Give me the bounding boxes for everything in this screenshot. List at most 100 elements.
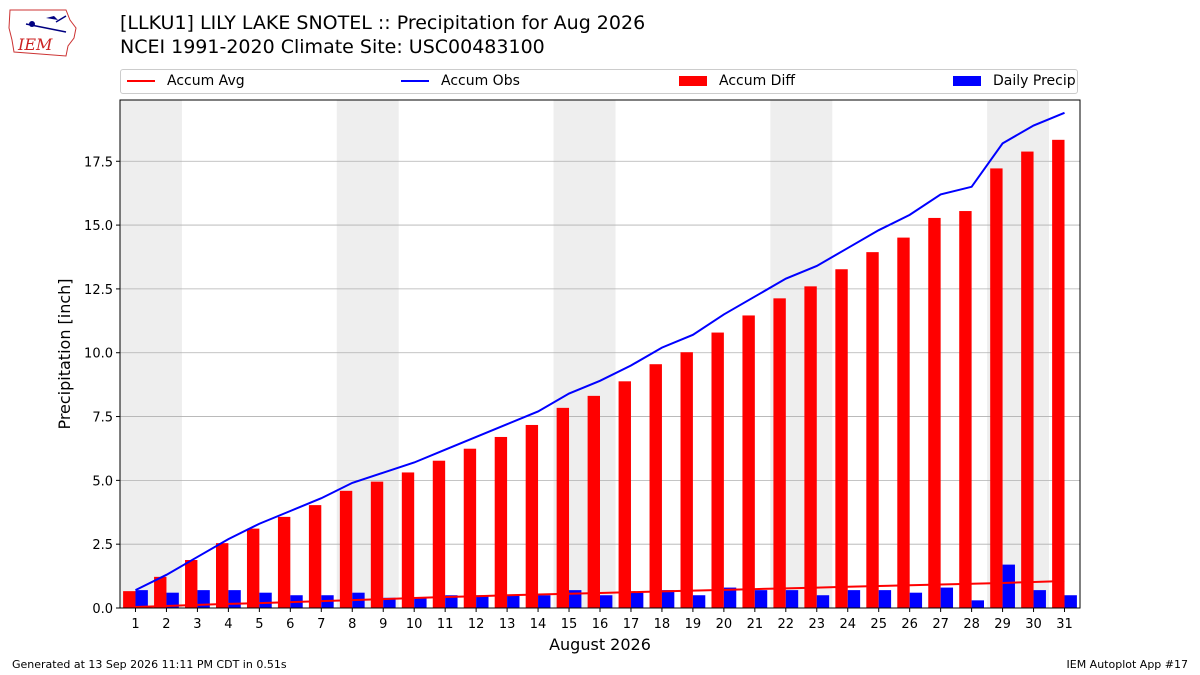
daily-precip-bar [538,595,551,608]
accum-diff-bar [649,364,662,608]
daily-precip-bar [878,590,892,608]
daily-precip-bar [630,592,644,608]
x-tick-label: 30 [1025,617,1042,632]
iem-logo: IEM [8,9,77,57]
chart-legend: Accum Avg Accum Obs Accum Diff Daily Pre… [120,69,1078,94]
accum-diff-bar [123,591,136,608]
accum-diff-bar [494,436,508,608]
plot-frame [119,99,1081,609]
daily-precip-bar [909,592,923,608]
x-tick-label: 15 [561,617,578,632]
accum-diff-bar [959,211,972,608]
y-axis-label: Precipitation [inch] [55,278,74,429]
daily-precip-bar [507,595,520,608]
chart-title: [LLKU1] LILY LAKE SNOTEL :: Precipitatio… [120,12,646,34]
daily-precip-bar [228,590,241,608]
accum-diff-bar [1052,139,1065,608]
daily-precip-bar [383,597,396,608]
x-tick-label: 18 [654,617,671,632]
accum-diff-bar [773,298,786,608]
x-tick-label: 1 [131,617,139,632]
accum-diff-bar [835,269,848,608]
weekend-shade-0 [120,100,182,608]
x-tick-label: 3 [193,617,201,632]
legend-swatch-accum-avg [127,80,155,82]
x-tick-label: 12 [468,617,485,632]
x-tick-label: 7 [317,617,325,632]
x-tick-label: 5 [255,617,263,632]
accum-diff-bar [185,560,198,608]
x-tick-label: 29 [994,617,1011,632]
daily-precip-bar [135,590,148,608]
x-tick-label: 14 [530,617,547,632]
daily-precip-bar [1064,595,1077,608]
x-tick-label: 11 [437,617,454,632]
daily-precip-bar [197,590,210,608]
accum-diff-bar [928,217,941,608]
legend-item-daily-precip: Daily Precip [953,73,1076,89]
y-tick-label: 12.5 [84,283,113,298]
x-tick-label: 26 [901,617,918,632]
x-tick-label: 8 [348,617,356,632]
accum-diff-bar [308,505,322,608]
y-tick-label: 15.0 [84,219,113,234]
iowa-state-outline-icon [8,9,77,57]
x-tick-label: 10 [406,617,423,632]
x-tick-label: 16 [592,617,609,632]
accum-diff-bar [277,516,291,608]
accum-diff-bar [216,543,229,608]
accum-diff-bar [897,237,910,608]
accum-diff-bar [866,252,879,609]
y-tick-label: 10.0 [84,347,113,362]
daily-precip-bar [754,590,768,608]
accum-diff-bar [432,460,446,608]
daily-precip-bar [816,595,830,608]
daily-precip-bar [476,595,489,608]
y-tick-label: 17.5 [84,155,113,170]
legend-swatch-accum-obs [401,80,429,82]
logo-text: IEM [17,35,53,54]
accum-diff-bar [463,448,477,608]
legend-label-accum-obs: Accum Obs [441,73,520,89]
y-tick-label: 0.0 [92,602,113,617]
x-tick-label: 31 [1056,617,1073,632]
accum-diff-bar [680,352,693,608]
daily-precip-bar [785,590,799,608]
legend-label-accum-avg: Accum Avg [167,73,245,89]
footer-app-label: IEM Autoplot App #17 [1066,658,1189,671]
x-tick-label: 4 [224,617,232,632]
accum-diff-bar [154,576,167,608]
x-tick-label: 9 [379,617,387,632]
accum-diff-bar [618,381,631,608]
x-tick-label: 27 [932,617,949,632]
x-tick-label: 17 [623,617,640,632]
x-tick-label: 28 [963,617,980,632]
accum-avg-line [135,579,1065,608]
accum-diff-bar [711,332,724,608]
x-tick-label: 13 [499,617,516,632]
y-tick-label: 7.5 [92,411,113,426]
daily-precip-bar [600,595,613,608]
accum-diff-bar [339,490,353,608]
legend-swatch-daily-precip [953,76,981,86]
x-tick-label: 20 [716,617,733,632]
daily-precip-bar [166,592,179,608]
daily-precip-bar [661,590,675,608]
accum-diff-bar [742,315,755,608]
x-tick-label: 21 [747,617,764,632]
legend-item-accum-obs: Accum Obs [401,73,520,89]
accum-diff-bar [525,424,539,608]
x-tick-label: 23 [809,617,826,632]
y-tick-label: 2.5 [92,538,113,553]
legend-item-accum-diff: Accum Diff [679,73,795,89]
daily-precip-bar [940,587,954,608]
accum-obs-line [135,111,1065,592]
legend-label-accum-diff: Accum Diff [719,73,796,89]
daily-precip-bar [971,600,984,608]
footer-generated-text: Generated at 13 Sep 2026 11:11 PM CDT in… [12,658,287,671]
x-tick-label: 19 [685,617,702,632]
daily-precip-bar [1033,590,1046,608]
accum-diff-bar [804,286,817,608]
daily-precip-bar [1002,564,1015,608]
